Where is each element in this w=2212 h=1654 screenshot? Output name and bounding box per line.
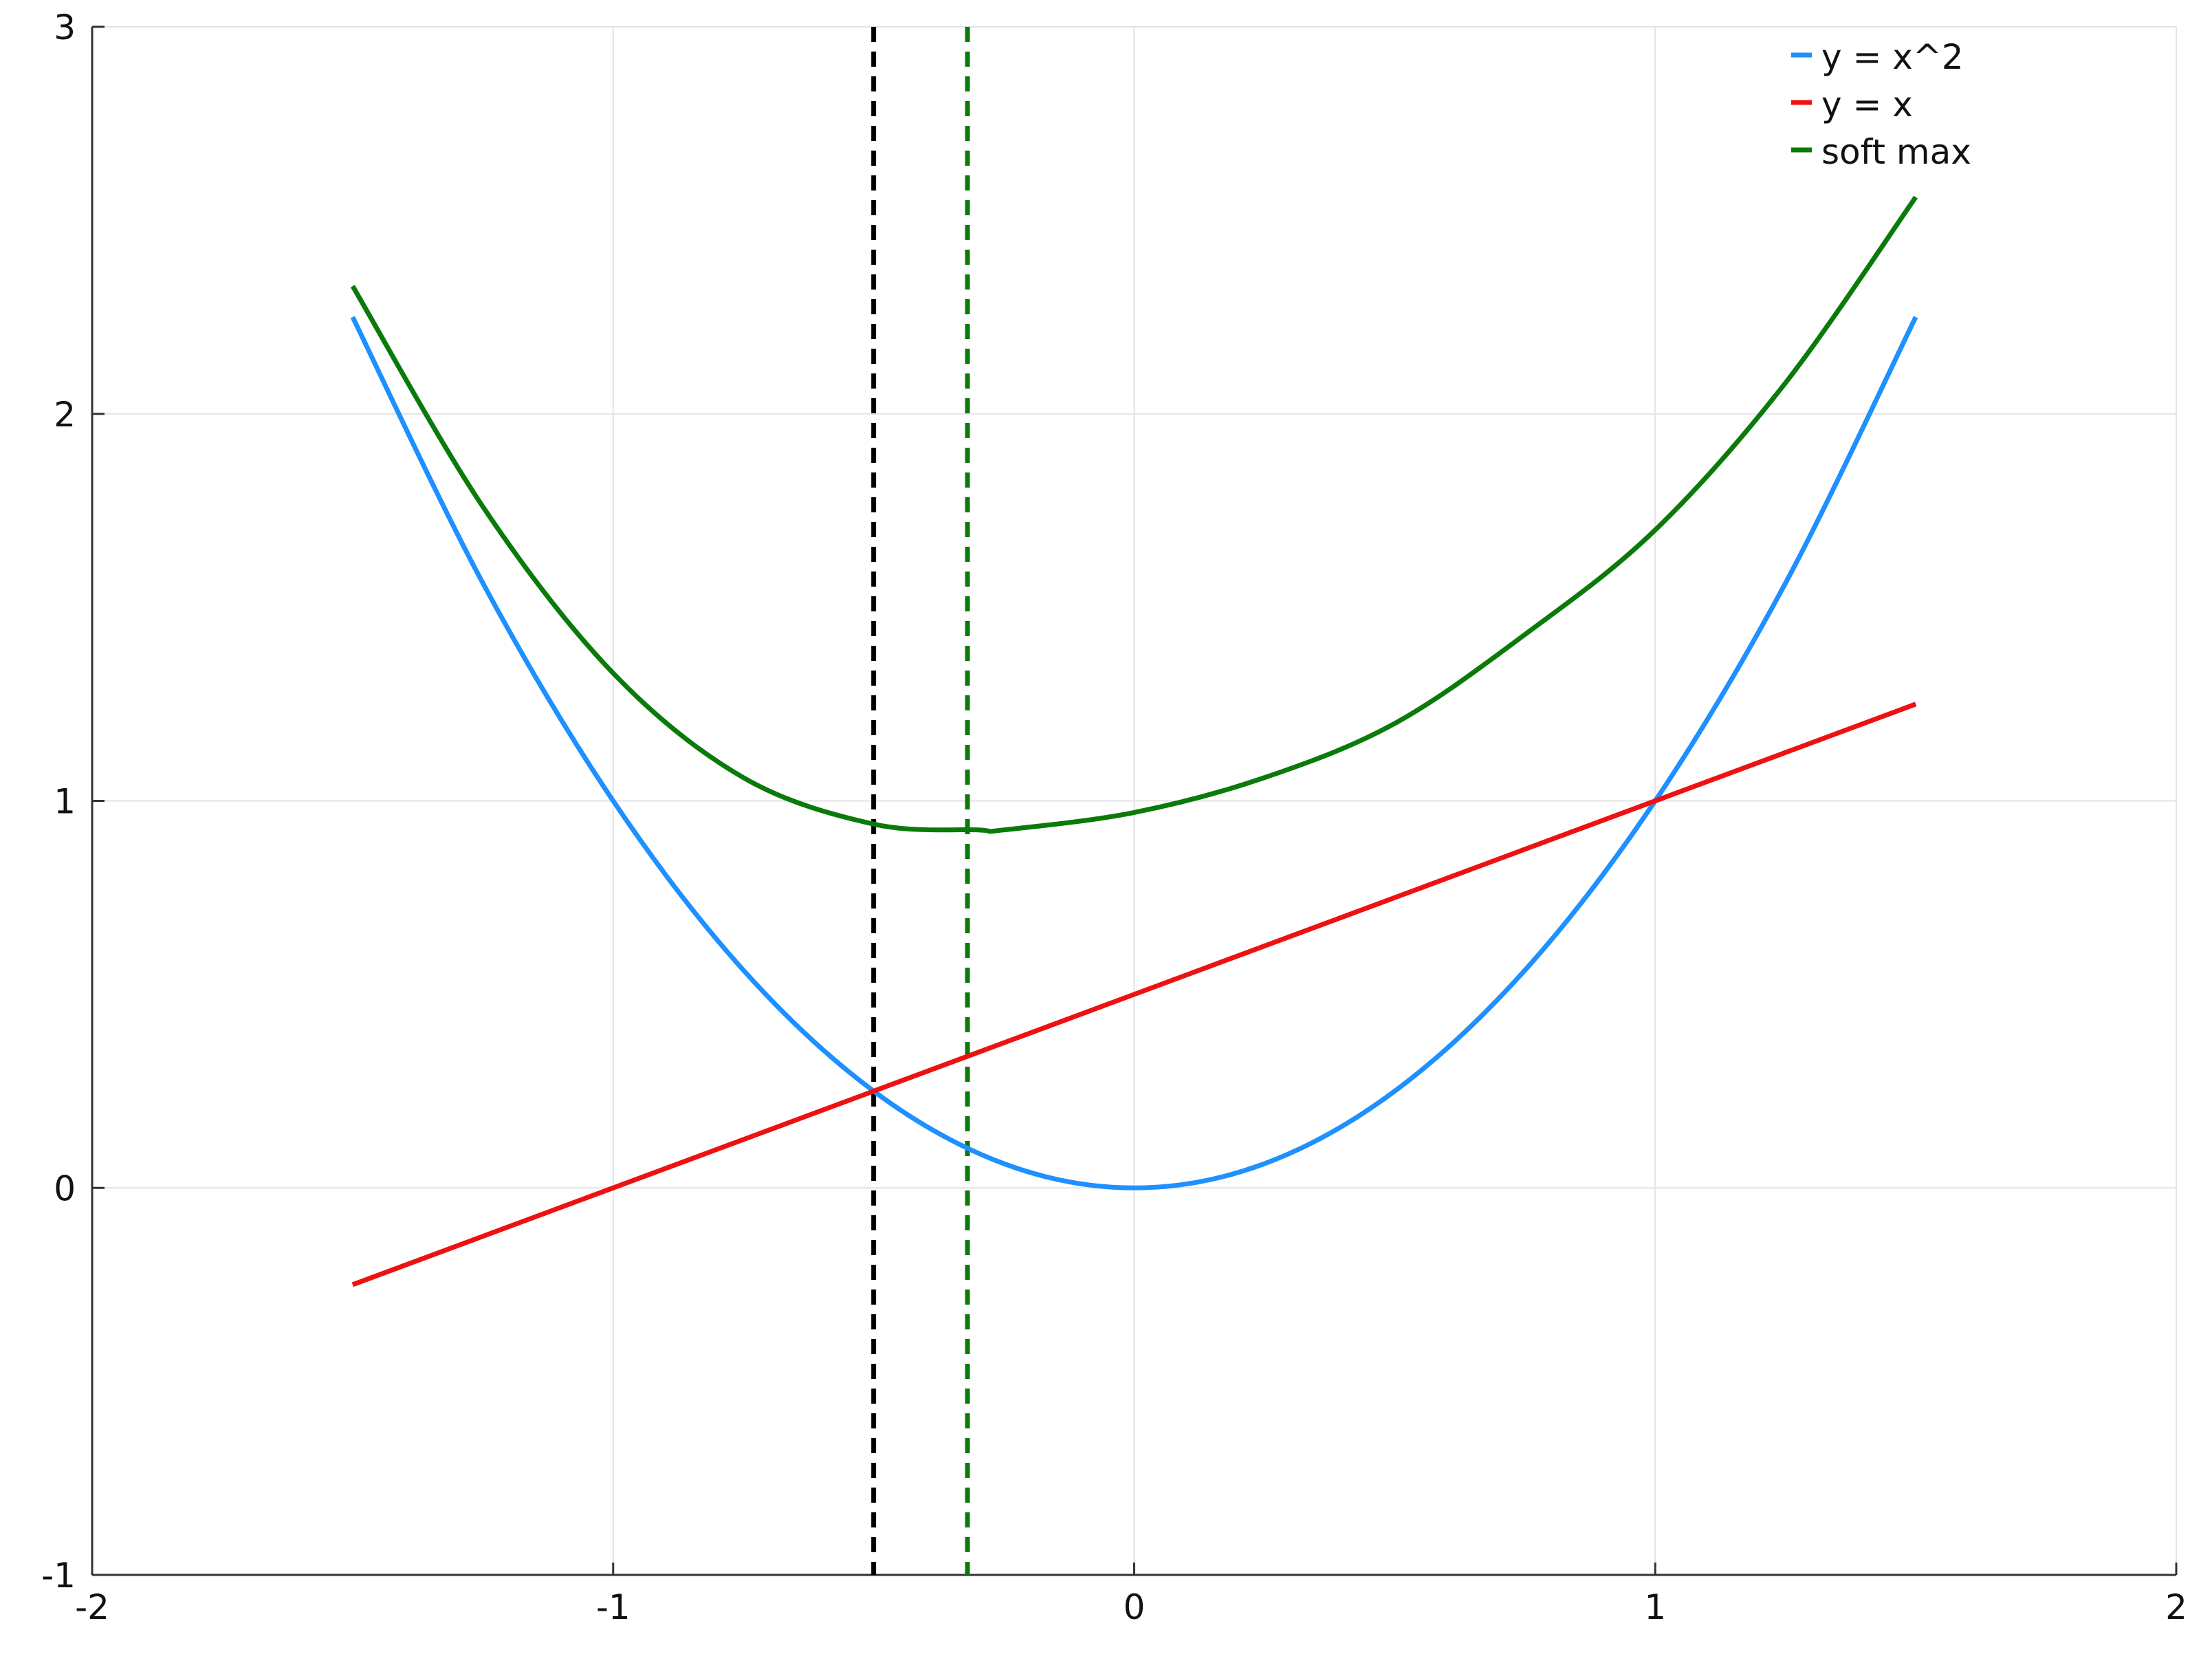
- legend-label: y = x: [1821, 85, 1913, 124]
- legend: y = x^2 y = x soft max: [1791, 37, 1971, 172]
- x-tick-label: 1: [1644, 1587, 1666, 1627]
- y-tick-label: 3: [54, 8, 76, 47]
- series-line-identity: [351, 701, 1917, 1287]
- series-line-x-squared: [350, 316, 1918, 1190]
- y-tick-label: -1: [41, 1556, 76, 1596]
- x-tick-label: -2: [75, 1587, 109, 1627]
- y-tick-label: 1: [54, 782, 76, 822]
- series-lines: [350, 195, 1918, 1287]
- x-tick-label: 2: [2165, 1587, 2187, 1627]
- reference-lines: [871, 27, 970, 1575]
- legend-label: soft max: [1821, 132, 1971, 172]
- x-tick-label: 0: [1124, 1587, 1146, 1627]
- y-tick-label: 0: [54, 1168, 76, 1208]
- y-tick-label: 2: [54, 395, 76, 435]
- series-line-soft-max: [350, 195, 1918, 834]
- legend-label: y = x^2: [1821, 37, 1964, 77]
- gridlines: [92, 26, 2177, 1575]
- x-tick-label: -1: [596, 1587, 631, 1627]
